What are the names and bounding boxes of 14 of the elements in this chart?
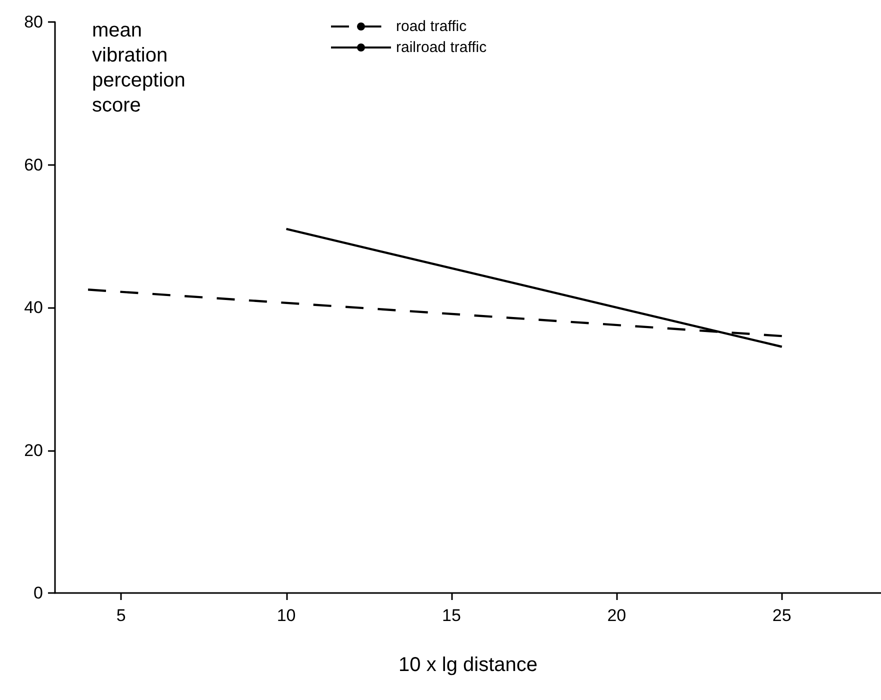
x-tick-label: 5 (116, 606, 126, 625)
x-tick-label: 25 (772, 606, 792, 625)
y-tick-label: 40 (24, 298, 43, 317)
y-axis-title: mean vibration perception score (92, 20, 191, 116)
legend-label: railroad traffic (396, 39, 488, 56)
x-axis-title: 10 x lg distance (398, 654, 538, 676)
x-tick-label: 15 (442, 606, 461, 625)
x-tick-label: 10 (276, 606, 296, 625)
x-tick-label: 20 (607, 606, 626, 625)
y-tick-label: 20 (24, 440, 43, 460)
y-tick-label: 80 (24, 12, 43, 32)
legend-label: road traffic (396, 18, 468, 35)
y-tick-label: 60 (24, 155, 43, 174)
y-tick-label: 0 (34, 584, 43, 602)
